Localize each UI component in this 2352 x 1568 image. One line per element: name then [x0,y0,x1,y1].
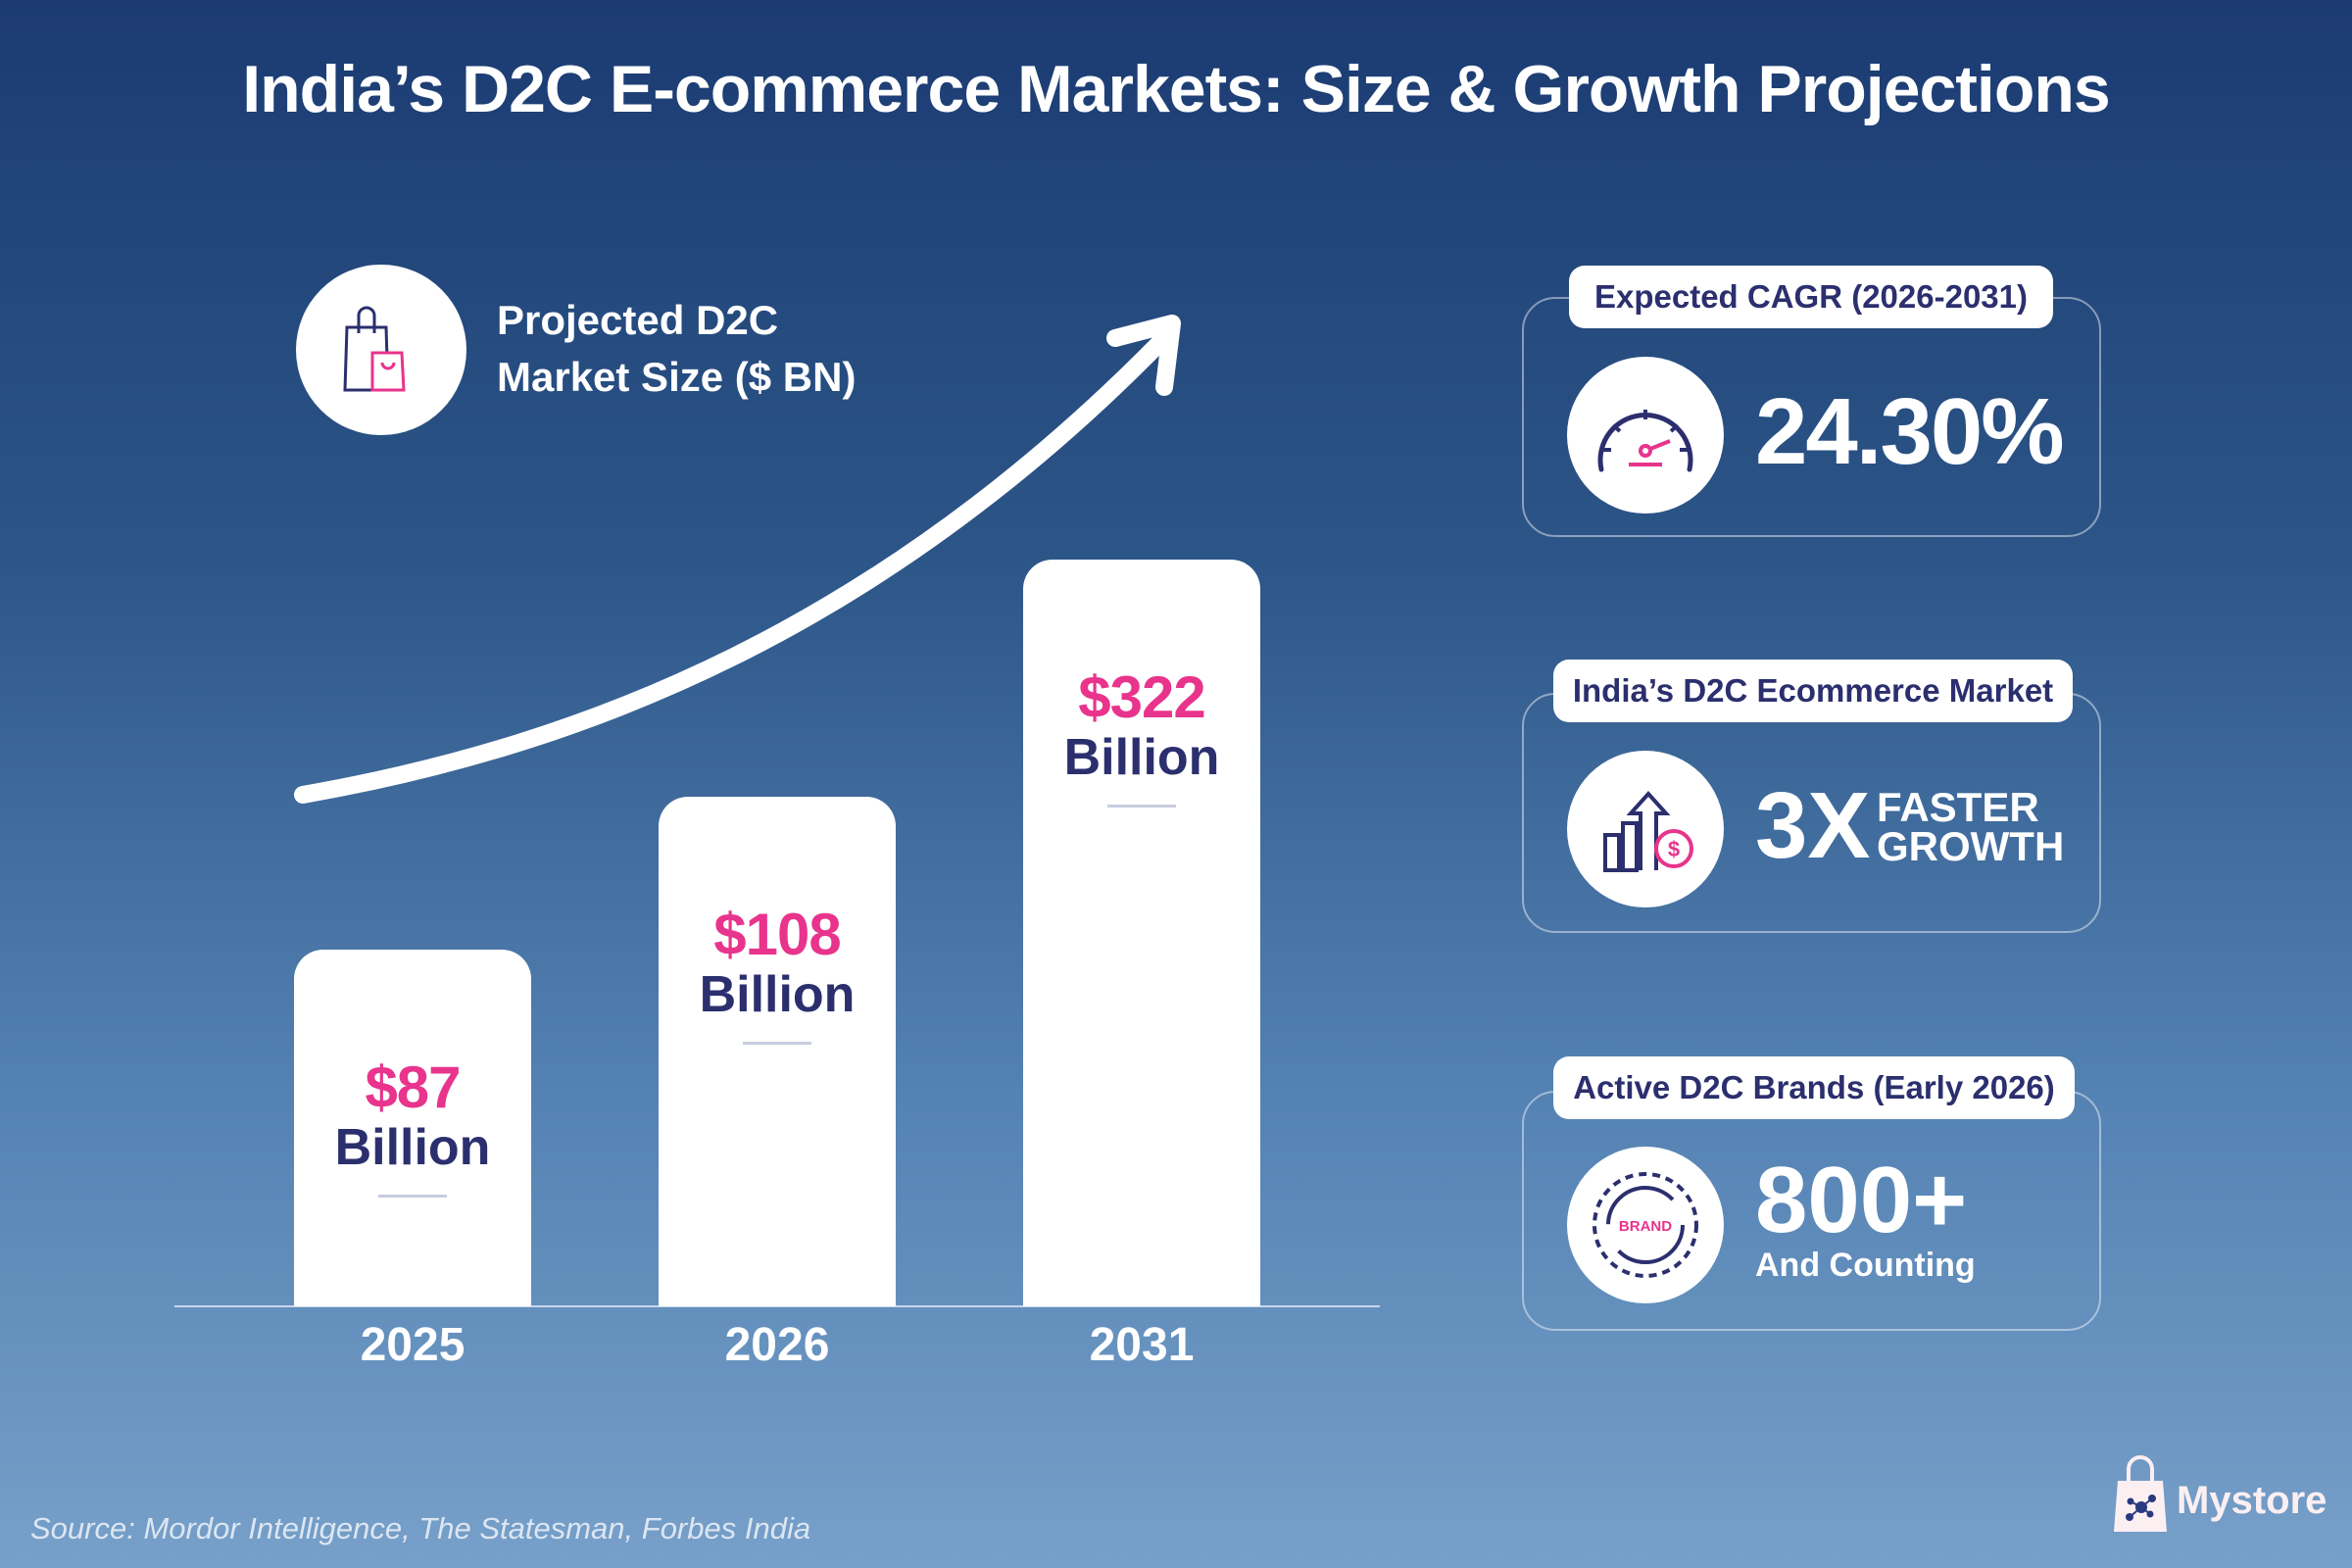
bar-value-label: $108 [713,902,841,967]
stat-card-label: India’s D2C Ecommerce Market [1553,660,2073,722]
growth-arrow-icon [294,315,1181,804]
stat-sub-2: GROWTH [1877,823,2065,869]
source-note: Source: Mordor Intelligence, The Statesm… [30,1511,811,1545]
bar-underline [378,1195,447,1198]
svg-text:$: $ [1668,837,1680,861]
mystore-logo-icon [2114,1455,2167,1532]
x-tick-label: 2025 [360,1319,466,1371]
shopping-bags-icon [296,265,466,435]
speedometer-icon [1567,357,1724,514]
x-tick-label: 2031 [1089,1319,1195,1371]
stat-value: 24.30% [1755,379,2065,484]
bar-value-label: $87 [365,1054,461,1120]
brand-name: Mystore [2177,1479,2328,1522]
legend-line-2: Market Size ($ BN) [497,354,857,400]
x-axis-line [174,1305,1380,1307]
svg-text:BRAND: BRAND [1619,1218,1672,1235]
stat-card-label: Expected CAGR (2026-2031) [1569,266,2053,328]
bar-2: $322 Billion [1023,560,1260,1306]
brand-cycle-icon: BRAND [1567,1147,1724,1303]
growth-chart-dollar-icon: $ [1567,751,1724,907]
page-title: India’s D2C E-commerce Markets: Size & G… [242,52,2110,126]
bar-unit-label: Billion [334,1119,491,1176]
legend-line-1: Projected D2C [497,297,779,343]
bar-unit-label: Billion [699,966,856,1023]
stat-card-label: Active D2C Brands (Early 2026) [1553,1056,2075,1119]
bar-value-label: $322 [1078,664,1205,730]
stat-value: 800+ [1755,1148,1968,1252]
bar-unit-label: Billion [1063,729,1220,786]
stat-sub-1: And Counting [1755,1247,1976,1284]
stat-value: 3X [1755,773,1871,878]
stat-sub-1: FASTER [1877,784,2039,830]
bar-underline [743,1042,811,1045]
bar-1: $108 Billion [659,797,896,1306]
bar-0: $87 Billion [294,950,531,1306]
bar-underline [1107,805,1176,808]
chart-legend-label: Projected D2C Market Size ($ BN) [497,292,856,406]
x-tick-label: 2026 [724,1319,830,1371]
